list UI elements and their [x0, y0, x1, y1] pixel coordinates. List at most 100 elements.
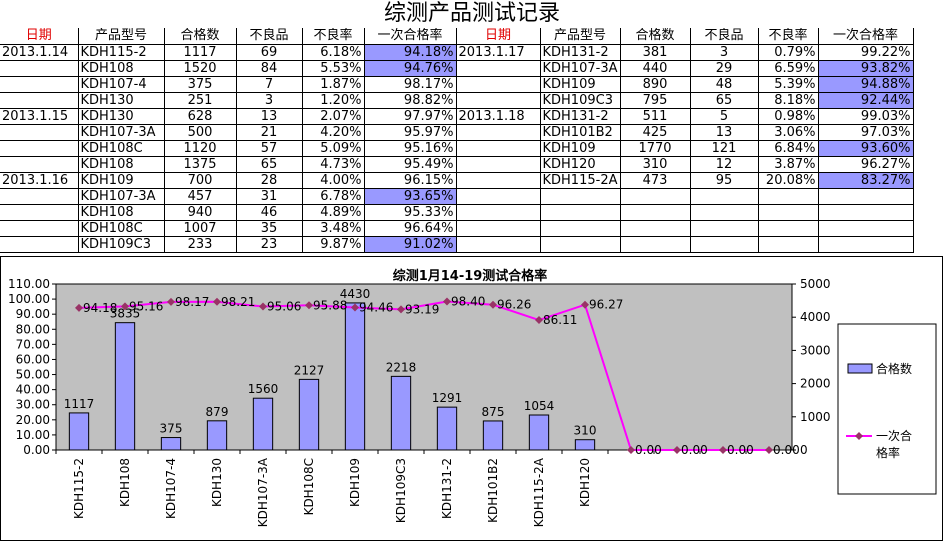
line-point [489, 300, 497, 309]
cell-qty: 1375 [164, 156, 237, 173]
cell-model: KDH109 [540, 76, 621, 93]
cell-pass: 95.97% [364, 124, 457, 141]
cell-rate: 20.08% [758, 172, 819, 189]
cell-qty: 425 [620, 124, 691, 141]
bar-data-label: 1560 [248, 382, 279, 396]
line-point [121, 302, 129, 311]
legend-line-label: 一次合格率 [876, 428, 912, 460]
table-row: KDH108 1375 65 4.73% 95.49% KDH120 310 12 3.87% 9… [0, 156, 914, 173]
cell-qty: 375 [164, 76, 237, 93]
cell-qty: 500 [164, 124, 237, 141]
cell-qty: 795 [620, 92, 691, 109]
cell-model: KDH130 [78, 108, 165, 125]
line-point [673, 446, 681, 454]
line-point [351, 303, 359, 312]
cell-qty: 440 [620, 60, 691, 77]
y-left-tick-label: 100.00 [8, 292, 50, 306]
x-tick-label: KDH108C [302, 458, 316, 515]
cell-rate: 3.06% [758, 124, 819, 141]
bar [344, 302, 366, 451]
cell-rate: 4.20% [302, 124, 365, 141]
cell-qty: 381 [620, 44, 691, 61]
cell-qty: 1770 [620, 140, 691, 157]
cell-bad: 13 [236, 108, 303, 125]
bar [68, 412, 90, 451]
bar-data-label: 375 [160, 422, 183, 436]
cell-model: KDH109 [540, 140, 621, 157]
cell-bad [690, 236, 759, 253]
cell-model: KDH108 [78, 204, 165, 221]
cell-qty [620, 236, 691, 253]
header-qty: 合格数 [620, 28, 691, 45]
cell-qty [620, 220, 691, 237]
x-tick-label: KDH115-2 [72, 458, 86, 519]
cell-model: KDH120 [540, 156, 621, 173]
line-data-label: 95.06 [267, 300, 301, 314]
table-row: 2013.1.15 KDH130 628 13 2.07% 97.97% 2013.1.18… [0, 108, 914, 125]
cell-model: KDH108 [78, 156, 165, 173]
cell-model: KDH107-3A [78, 124, 165, 141]
header-date: 日期 [456, 28, 541, 45]
table-header-row: 日期 产品型号 合格数 不良品 不良率 一次合格率 日期 产品型号 合格数 不良品 不良率 一次合格率 [0, 28, 914, 45]
cell-qty: 1520 [164, 60, 237, 77]
bar-data-label: 2127 [294, 363, 325, 377]
y-right-tick-label: 1000 [800, 410, 831, 424]
legend-line-marker [855, 432, 863, 440]
x-tick-label: KDH107-3A [256, 457, 270, 527]
cell-model [540, 220, 621, 237]
line-data-label: 94.46 [359, 300, 393, 314]
cell-model: KDH131-2 [540, 44, 621, 61]
bar-data-label: 310 [574, 424, 597, 438]
cell-bad: 65 [690, 92, 759, 109]
header-rate: 不良率 [758, 28, 819, 45]
cell-qty: 233 [164, 236, 237, 253]
x-tick-label: KDH107-4 [164, 458, 178, 519]
cell-pass: 91.02% [364, 236, 457, 253]
bar-data-label: 3835 [110, 307, 141, 321]
cell-qty: 940 [164, 204, 237, 221]
cell-qty: 251 [164, 92, 237, 109]
bar-data-label: 875 [482, 405, 505, 419]
cell-pass: 97.03% [818, 124, 914, 141]
cell-date [0, 156, 79, 173]
table-row: KDH108 1520 84 5.53% 94.76% KDH107-3A 440 29 6.5… [0, 60, 914, 77]
cell-rate [758, 220, 819, 237]
line-data-label: 0.00 [727, 443, 754, 457]
cell-pass: 83.27% [818, 172, 914, 189]
y-left-tick-label: 110.00 [8, 277, 50, 291]
page-title: 综测产品测试记录 [383, 1, 560, 26]
cell-date: 2013.1.14 [0, 44, 79, 61]
cell-model [540, 236, 621, 253]
cell-model [540, 204, 621, 221]
y-left-tick-label: 60.00 [16, 352, 50, 366]
line-data-label: 96.26 [497, 298, 531, 312]
cell-model [540, 188, 621, 205]
cell-bad: 46 [236, 204, 303, 221]
line-data-label: 98.17 [175, 295, 209, 309]
cell-date [0, 92, 79, 109]
cell-pass: 93.82% [818, 60, 914, 77]
cell-pass: 96.64% [364, 220, 457, 237]
cell-model: KDH108 [78, 60, 165, 77]
cell-date [456, 236, 541, 253]
bar [482, 420, 504, 451]
y-left-tick-label: 30.00 [16, 398, 50, 412]
line-point [581, 300, 589, 309]
table-row: KDH107-3A 457 31 6.78% 93.65% [0, 188, 914, 205]
cell-rate: 3.87% [758, 156, 819, 173]
cell-bad: 31 [236, 188, 303, 205]
cell-pass: 93.60% [818, 140, 914, 157]
cell-date [456, 172, 541, 189]
header-model: 产品型号 [78, 28, 165, 45]
cell-pass: 97.97% [364, 108, 457, 125]
y-right-tick-label: 4000 [800, 310, 831, 324]
cell-date [0, 236, 79, 253]
y-left-tick-label: 50.00 [16, 368, 50, 382]
line-point [627, 446, 635, 454]
bar [298, 378, 320, 451]
line-data-label: 0.00 [773, 443, 800, 457]
table-row: 2013.1.16 KDH109 700 28 4.00% 96.15% KDH115-2A… [0, 172, 914, 189]
cell-qty: 628 [164, 108, 237, 125]
cell-date [456, 60, 541, 77]
cell-rate: 5.09% [302, 140, 365, 157]
